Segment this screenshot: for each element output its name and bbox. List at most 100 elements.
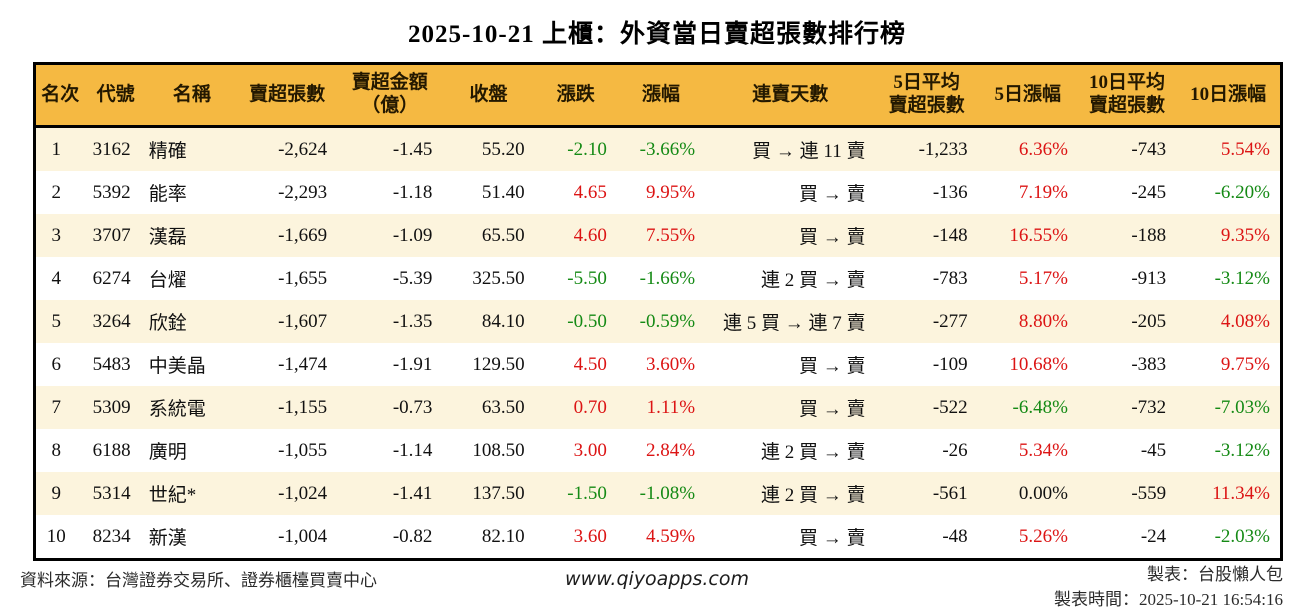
cell-pct10: -3.12%	[1176, 257, 1282, 300]
data-source-note: 資料來源：台灣證券交易所、證券櫃檯買賣中心	[20, 571, 377, 590]
cell-pct10: 11.34%	[1176, 472, 1282, 515]
cell-close: 325.50	[442, 257, 535, 300]
cell-sell-amount: -1.45	[337, 126, 443, 171]
cell-sell-volume: -1,055	[236, 429, 338, 472]
column-header-pct5: 5日漲幅	[977, 63, 1078, 128]
cell-rank: 7	[34, 386, 85, 429]
column-header-change: 漲跌	[534, 63, 617, 128]
cell-rank: 1	[34, 126, 85, 171]
cell-close: 65.50	[442, 214, 535, 257]
cell-pct5: -6.48%	[977, 386, 1078, 429]
cell-avg5-volume: -561	[875, 472, 978, 515]
cell-pct10: -3.12%	[1176, 429, 1282, 472]
cell-avg10-volume: -188	[1077, 214, 1177, 257]
column-header-close: 收盤	[442, 63, 535, 128]
cell-avg5-volume: -1,233	[875, 126, 978, 171]
table-row: 10 8234 新漢 -1,004 -0.82 82.10 3.60 4.59% 買 → 賣 -4…	[34, 515, 1282, 560]
cell-streak: 買 → 賣	[705, 386, 876, 429]
cell-sell-amount: -0.73	[337, 386, 443, 429]
cell-pct10: 5.54%	[1176, 126, 1282, 171]
cell-sell-volume: -2,293	[236, 171, 338, 214]
cell-avg10-volume: -913	[1077, 257, 1177, 300]
column-header-pct10: 10日漲幅	[1176, 63, 1282, 128]
cell-change: -0.50	[534, 300, 617, 343]
cell-sell-amount: -1.41	[337, 472, 443, 515]
column-header-avg10-volume: 10日平均 賣超張數	[1077, 63, 1177, 128]
cell-pct10: -6.20%	[1176, 171, 1282, 214]
cell-change-pct: 2.84%	[616, 429, 706, 472]
cell-avg5-volume: -277	[875, 300, 978, 343]
cell-avg10-volume: -245	[1077, 171, 1177, 214]
cell-avg10-volume: -383	[1077, 343, 1177, 386]
cell-change: 3.60	[534, 515, 617, 560]
cell-sell-volume: -1,024	[236, 472, 338, 515]
cell-close: 51.40	[442, 171, 535, 214]
cell-avg5-volume: -26	[875, 429, 978, 472]
cell-pct10: 9.75%	[1176, 343, 1282, 386]
cell-change: 0.70	[534, 386, 617, 429]
cell-streak: 連 2 買 → 賣	[705, 472, 876, 515]
cell-rank: 2	[34, 171, 85, 214]
cell-code: 5314	[84, 472, 147, 515]
cell-rank: 10	[34, 515, 85, 560]
cell-name: 世紀*	[146, 472, 237, 515]
cell-streak: 買 → 賣	[705, 343, 876, 386]
cell-code: 8234	[84, 515, 147, 560]
cell-change: -2.10	[534, 126, 617, 171]
cell-name: 系統電	[146, 386, 237, 429]
cell-sell-volume: -1,004	[236, 515, 338, 560]
cell-code: 3162	[84, 126, 147, 171]
cell-change-pct: 3.60%	[616, 343, 706, 386]
website-label: www.qiyoapps.com	[565, 568, 749, 590]
cell-streak: 連 2 買 → 賣	[705, 429, 876, 472]
cell-name: 能率	[146, 171, 237, 214]
table-row: 7 5309 系統電 -1,155 -0.73 63.50 0.70 1.11% 買 → 賣 -5…	[34, 386, 1282, 429]
cell-name: 漢磊	[146, 214, 237, 257]
cell-name: 台燿	[146, 257, 237, 300]
cell-change-pct: 1.11%	[616, 386, 706, 429]
cell-name: 廣明	[146, 429, 237, 472]
cell-pct5: 5.17%	[977, 257, 1078, 300]
table-row: 9 5314 世紀* -1,024 -1.41 137.50 -1.50 -1.08% 連 2 …	[34, 472, 1282, 515]
header-row: 名次 代號 名稱 賣超張數 賣超金額 （億） 收盤 漲跌 漲幅 連賣天數 5日平均 賣超張數 5日漲幅 1…	[34, 63, 1282, 128]
cell-sell-volume: -1,669	[236, 214, 338, 257]
cell-pct10: 4.08%	[1176, 300, 1282, 343]
cell-change-pct: 7.55%	[616, 214, 706, 257]
column-header-change-pct: 漲幅	[616, 63, 706, 128]
cell-avg10-volume: -732	[1077, 386, 1177, 429]
cell-name: 新漢	[146, 515, 237, 560]
cell-avg10-volume: -743	[1077, 126, 1177, 171]
cell-change-pct: -0.59%	[616, 300, 706, 343]
cell-code: 5309	[84, 386, 147, 429]
cell-close: 129.50	[442, 343, 535, 386]
cell-streak: 買 → 賣	[705, 171, 876, 214]
made-time-label: 製表時間：2025-10-21 16:54:16	[1053, 590, 1283, 609]
cell-code: 6188	[84, 429, 147, 472]
cell-pct5: 16.55%	[977, 214, 1078, 257]
table-row: 5 3264 欣銓 -1,607 -1.35 84.10 -0.50 -0.59% 連 5 買 …	[34, 300, 1282, 343]
report-title: 2025-10-21 上櫃：外資當日賣超張數排行榜	[408, 21, 906, 48]
cell-close: 55.20	[442, 126, 535, 171]
table-row: 2 5392 能率 -2,293 -1.18 51.40 4.65 9.95% 買 → 賣 -13…	[34, 171, 1282, 214]
cell-close: 108.50	[442, 429, 535, 472]
cell-streak: 連 5 買 → 連 7 賣	[705, 300, 876, 343]
cell-rank: 4	[34, 257, 85, 300]
cell-pct10: -2.03%	[1176, 515, 1282, 560]
cell-streak: 買 → 賣	[705, 515, 876, 560]
table-header: 名次 代號 名稱 賣超張數 賣超金額 （億） 收盤 漲跌 漲幅 連賣天數 5日平均 賣超張數 5日漲幅 1…	[34, 63, 1282, 128]
cell-avg10-volume: -205	[1077, 300, 1177, 343]
cell-change-pct: -1.66%	[616, 257, 706, 300]
cell-rank: 5	[34, 300, 85, 343]
table-row: 4 6274 台燿 -1,655 -5.39 325.50 -5.50 -1.66% 連 2 買…	[34, 257, 1282, 300]
cell-rank: 6	[34, 343, 85, 386]
column-header-name: 名稱	[146, 63, 237, 128]
cell-avg10-volume: -559	[1077, 472, 1177, 515]
cell-pct5: 7.19%	[977, 171, 1078, 214]
cell-close: 63.50	[442, 386, 535, 429]
cell-name: 中美晶	[146, 343, 237, 386]
table-row: 6 5483 中美晶 -1,474 -1.91 129.50 4.50 3.60% 買 → 賣-…	[34, 343, 1282, 386]
column-header-sell-amount: 賣超金額 （億）	[337, 63, 443, 128]
cell-rank: 8	[34, 429, 85, 472]
cell-sell-amount: -0.82	[337, 515, 443, 560]
